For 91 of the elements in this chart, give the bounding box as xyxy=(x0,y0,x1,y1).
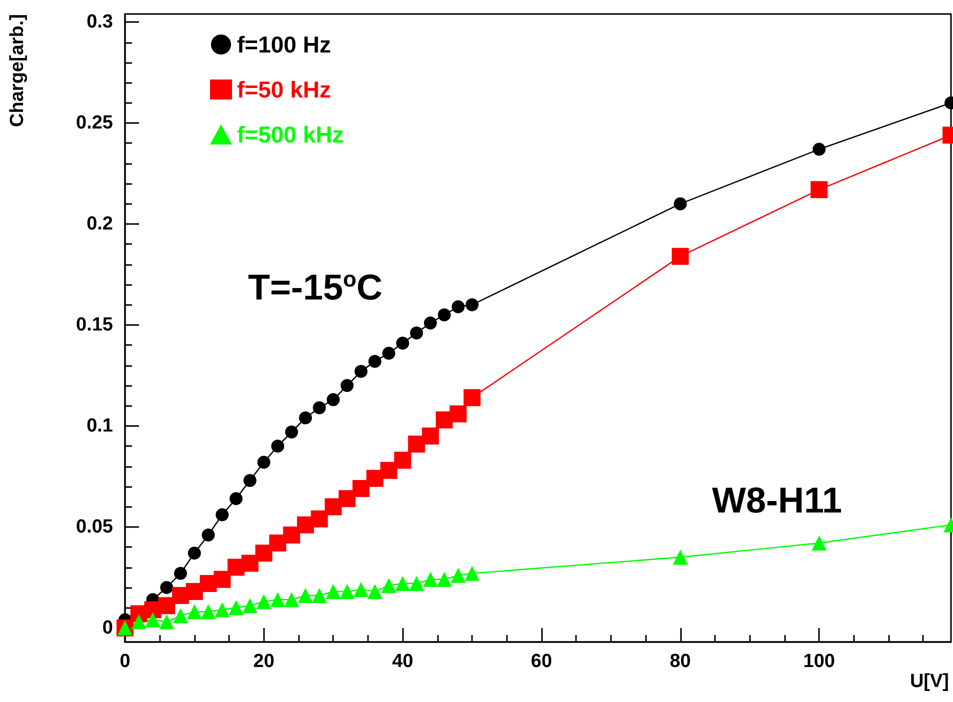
point xyxy=(452,300,465,314)
point xyxy=(312,588,327,604)
point xyxy=(366,470,384,487)
x-tick-label: 60 xyxy=(530,651,552,672)
point xyxy=(424,316,437,330)
point xyxy=(354,582,368,597)
x-tick-label: 100 xyxy=(803,651,835,672)
point xyxy=(285,425,298,438)
point xyxy=(367,584,382,600)
point xyxy=(214,570,231,588)
point xyxy=(422,572,438,587)
legend-label: f=500 kHz xyxy=(237,122,344,148)
point xyxy=(409,576,424,591)
point xyxy=(298,588,313,604)
point xyxy=(340,379,354,392)
point xyxy=(381,578,396,593)
point xyxy=(257,456,270,469)
point xyxy=(368,354,382,368)
point xyxy=(131,614,146,630)
point xyxy=(810,181,828,198)
point xyxy=(160,580,174,594)
point xyxy=(312,401,326,414)
x-tick-label: 0 xyxy=(120,651,130,672)
point xyxy=(450,568,466,583)
point xyxy=(242,598,258,614)
point xyxy=(159,614,174,630)
legend-label: f=50 kHz xyxy=(237,76,331,102)
point xyxy=(438,308,451,322)
point xyxy=(338,490,356,508)
y-tick-label: 0.15 xyxy=(76,314,114,336)
point xyxy=(396,336,410,350)
point xyxy=(326,584,341,600)
point xyxy=(422,428,439,445)
point xyxy=(186,583,203,600)
legend-label: f=100 Hz xyxy=(237,32,331,58)
point xyxy=(380,462,398,479)
y-tick-label: 0.3 xyxy=(86,12,113,33)
point xyxy=(186,604,202,620)
annotation: W8-H11 xyxy=(712,480,842,520)
point xyxy=(464,566,480,581)
point xyxy=(464,389,481,406)
point xyxy=(410,326,424,340)
point xyxy=(812,142,826,156)
point xyxy=(158,597,176,614)
point xyxy=(214,602,230,618)
point xyxy=(202,528,215,542)
point xyxy=(270,592,286,608)
point xyxy=(243,474,256,487)
point xyxy=(408,436,426,453)
point xyxy=(269,534,286,552)
point xyxy=(174,566,188,580)
y-tick-label: 0.25 xyxy=(76,112,114,134)
point xyxy=(326,393,340,406)
point xyxy=(674,197,687,210)
point xyxy=(216,508,229,522)
point xyxy=(200,604,216,620)
point xyxy=(284,592,300,608)
point xyxy=(298,411,312,424)
point xyxy=(436,572,452,587)
point xyxy=(145,612,160,628)
point xyxy=(352,480,370,498)
y-tick-label: 0 xyxy=(102,617,113,638)
point xyxy=(466,298,479,312)
x-tick-label: 40 xyxy=(392,651,414,672)
point xyxy=(230,492,243,506)
point xyxy=(256,594,272,610)
point xyxy=(324,498,342,516)
x-axis-title: U[V] xyxy=(910,671,950,692)
point xyxy=(283,526,300,544)
y-tick-label: 0.2 xyxy=(86,214,113,235)
y-tick-label: 0.1 xyxy=(86,415,114,436)
point xyxy=(672,550,688,565)
point xyxy=(228,600,244,616)
point xyxy=(354,364,368,378)
point xyxy=(672,248,689,265)
point xyxy=(255,544,272,562)
point xyxy=(812,536,827,551)
y-axis-title: Charge[arb.] xyxy=(7,14,28,127)
point xyxy=(450,405,467,422)
point xyxy=(395,576,410,591)
point xyxy=(241,554,258,572)
point xyxy=(382,346,396,360)
point xyxy=(188,546,201,560)
point xyxy=(271,440,284,453)
y-tick-label: 0.05 xyxy=(76,516,114,538)
x-tick-label: 80 xyxy=(670,651,691,672)
point xyxy=(340,584,355,600)
point xyxy=(394,452,412,469)
x-tick-label: 20 xyxy=(253,651,274,672)
point xyxy=(173,608,188,624)
point xyxy=(310,510,328,528)
